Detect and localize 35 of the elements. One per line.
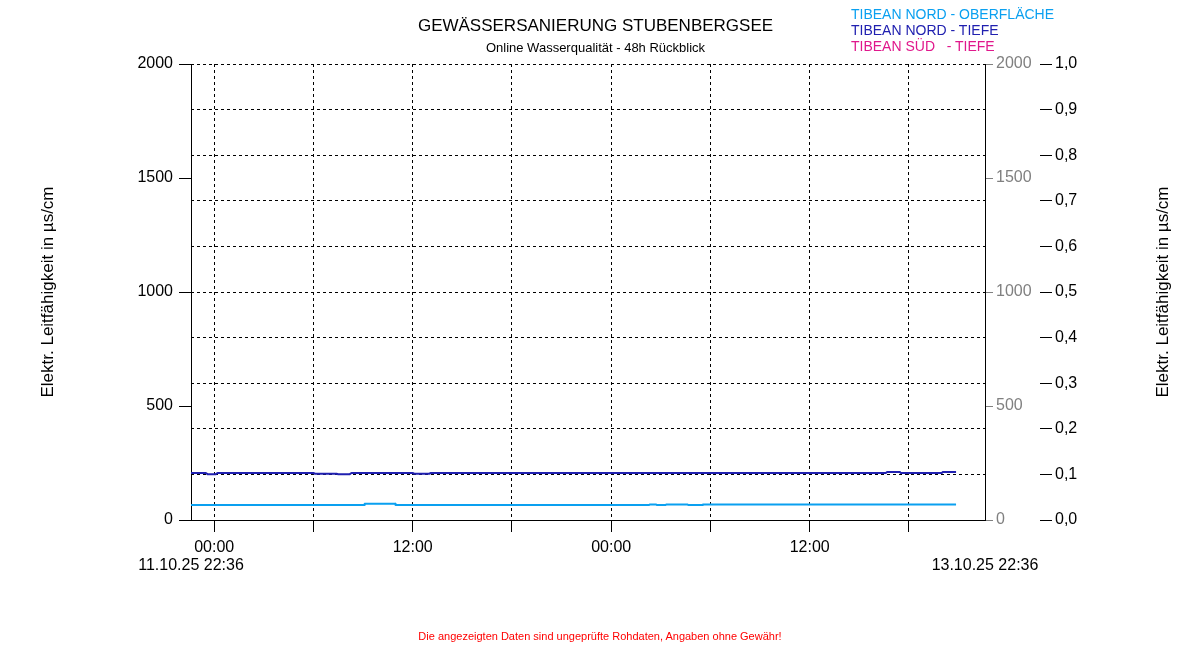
y2-tick-label: 0,9 (1055, 100, 1078, 118)
y-tick-label: 1000 (996, 282, 1032, 300)
chart-subtitle: Online Wasserqualität - 48h Rückblick (485, 39, 706, 55)
y-tick-label: 0 (996, 510, 1005, 528)
text: 13.10.25 22:36 (931, 556, 1039, 574)
y3-tick-label: 500 (146, 396, 174, 414)
x-tick-label: 12:00 (392, 538, 433, 556)
y-axis-title: Elektr. Leitfähigkeit in µs/cm (37, 186, 57, 398)
x-tick-label: 12:00 (789, 538, 830, 556)
chart-title: GEWÄSSERSANIERUNG STUBENBERGSEE (417, 15, 774, 35)
y3-tick-label: 2000 (137, 54, 174, 72)
y-tick-label: 2000 (996, 54, 1032, 72)
y-tick-label: 500 (996, 396, 1023, 414)
legend-label: TIBEAN SÜD - TIEFE (851, 38, 996, 54)
text: TIBEAN NORD - OBERFLÄCHE (851, 6, 1055, 22)
y2-tick-label: 1,0 (1055, 54, 1078, 72)
text: TIBEAN NORD - TIEFE (851, 22, 1000, 38)
y2-tick-label: 0,1 (1055, 464, 1078, 482)
y-tick-label: 1500 (996, 168, 1032, 186)
x-tick-label: 00:00 (194, 538, 235, 556)
y2-tick-label: 0,5 (1055, 282, 1078, 300)
y3-tick-label: 1000 (137, 282, 174, 300)
x-tick-label: 00:00 (591, 538, 632, 556)
y2-axis-title: Elektr. Leitfähigkeit in µs/cm (1152, 186, 1172, 398)
text: 11.10.25 22:36 (138, 556, 244, 574)
y3-tick-label: 1500 (137, 168, 174, 186)
y2-tick-label: 0,0 (1055, 510, 1078, 528)
y2-tick-label: 0,7 (1055, 191, 1078, 209)
text: Die angezeigten Daten sind ungeprüfte Rohdaten, Angaben ohne Gewähr! (417, 630, 783, 642)
y2-tick-label: 0,6 (1055, 236, 1078, 254)
y3-tick-label: 0 (164, 510, 174, 528)
y2-tick-label: 0,4 (1055, 328, 1078, 346)
y2-tick-label: 0,2 (1055, 419, 1078, 437)
y2-tick-label: 0,3 (1055, 373, 1078, 391)
y2-tick-label: 0,8 (1055, 145, 1078, 163)
